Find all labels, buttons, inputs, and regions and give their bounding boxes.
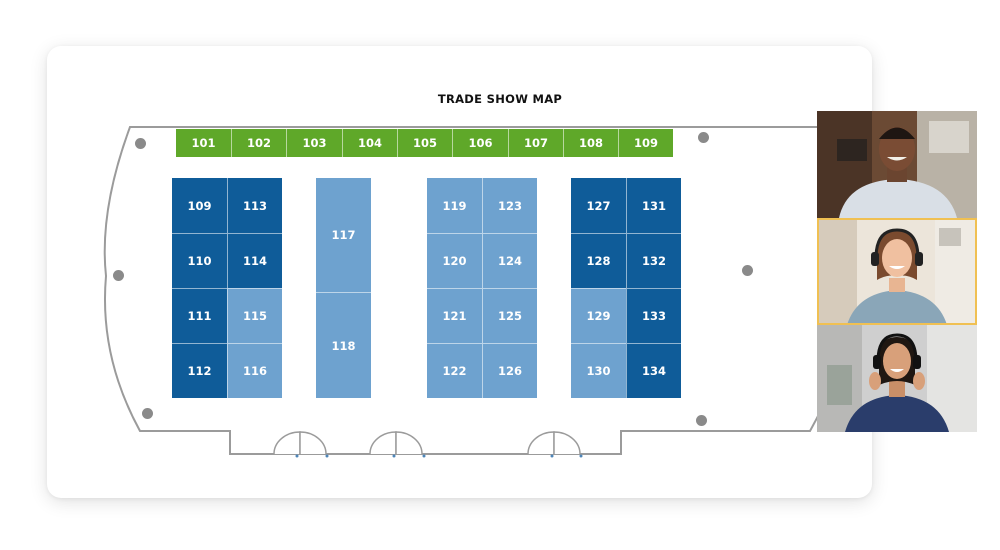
booth-117[interactable]: 117 bbox=[316, 178, 371, 292]
man-avatar-icon bbox=[817, 111, 977, 218]
pillar-marker bbox=[698, 132, 709, 143]
booth-133[interactable]: 133 bbox=[626, 288, 681, 343]
pillar-marker bbox=[142, 408, 153, 419]
booth-101-top[interactable]: 101 bbox=[176, 129, 231, 157]
booth-110[interactable]: 110 bbox=[172, 233, 227, 288]
booth-123[interactable]: 123 bbox=[482, 178, 537, 233]
booth-121[interactable]: 121 bbox=[427, 288, 482, 343]
booth-124[interactable]: 124 bbox=[482, 233, 537, 288]
participant-video-tile[interactable] bbox=[817, 111, 977, 218]
booth-104[interactable]: 104 bbox=[342, 129, 397, 157]
booth-127[interactable]: 127 bbox=[571, 178, 626, 233]
pillar-marker bbox=[696, 415, 707, 426]
booth-107[interactable]: 107 bbox=[508, 129, 563, 157]
pillar-marker bbox=[113, 270, 124, 281]
booth-109[interactable]: 109 bbox=[172, 178, 227, 233]
video-call-panel bbox=[817, 111, 977, 432]
woman-headset-avatar-icon bbox=[817, 218, 977, 325]
participant-video-tile-active[interactable] bbox=[817, 218, 977, 325]
booth-115[interactable]: 115 bbox=[227, 288, 282, 343]
booth-109-top[interactable]: 109 bbox=[618, 129, 673, 157]
booth-105[interactable]: 105 bbox=[397, 129, 452, 157]
booth-103[interactable]: 103 bbox=[286, 129, 342, 157]
booth-112[interactable]: 112 bbox=[172, 343, 227, 398]
booth-119[interactable]: 119 bbox=[427, 178, 482, 233]
booth-114[interactable]: 114 bbox=[227, 233, 282, 288]
booth-130[interactable]: 130 bbox=[571, 343, 626, 398]
booth-118[interactable]: 118 bbox=[316, 292, 371, 398]
booth-111[interactable]: 111 bbox=[172, 288, 227, 343]
booth-125[interactable]: 125 bbox=[482, 288, 537, 343]
booth-128[interactable]: 128 bbox=[571, 233, 626, 288]
map-title: TRADE SHOW MAP bbox=[437, 92, 563, 106]
booth-113[interactable]: 113 bbox=[227, 178, 282, 233]
booth-108[interactable]: 108 bbox=[563, 129, 618, 157]
booth-116[interactable]: 116 bbox=[227, 343, 282, 398]
booth-129[interactable]: 129 bbox=[571, 288, 626, 343]
booth-126[interactable]: 126 bbox=[482, 343, 537, 398]
pillar-marker bbox=[135, 138, 146, 149]
booth-132[interactable]: 132 bbox=[626, 233, 681, 288]
booth-122[interactable]: 122 bbox=[427, 343, 482, 398]
woman-headset-avatar-icon bbox=[817, 325, 977, 432]
booth-120[interactable]: 120 bbox=[427, 233, 482, 288]
pillar-marker bbox=[742, 265, 753, 276]
booth-134[interactable]: 134 bbox=[626, 343, 681, 398]
booth-131[interactable]: 131 bbox=[626, 178, 681, 233]
booth-106[interactable]: 106 bbox=[452, 129, 508, 157]
booth-102[interactable]: 102 bbox=[231, 129, 286, 157]
participant-video-tile[interactable] bbox=[817, 325, 977, 432]
